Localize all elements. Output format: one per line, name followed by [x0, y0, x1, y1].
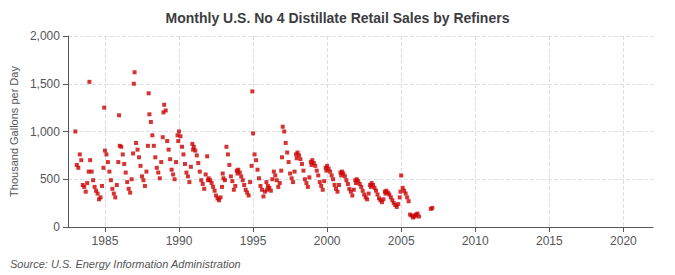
svg-text:0: 0	[53, 220, 60, 234]
svg-text:2020: 2020	[610, 234, 637, 248]
svg-text:2010: 2010	[462, 234, 489, 248]
svg-text:500: 500	[40, 172, 60, 186]
svg-text:Thousand Gallons per Day: Thousand Gallons per Day	[8, 66, 20, 197]
svg-text:2005: 2005	[388, 234, 415, 248]
svg-text:Monthly U.S. No 4 Distillate R: Monthly U.S. No 4 Distillate Retail Sale…	[166, 10, 510, 26]
svg-text:1985: 1985	[92, 234, 119, 248]
svg-text:1,000: 1,000	[30, 125, 60, 139]
svg-text:1990: 1990	[166, 234, 193, 248]
svg-text:2000: 2000	[314, 234, 341, 248]
svg-text:1995: 1995	[240, 234, 267, 248]
svg-text:1,500: 1,500	[30, 77, 60, 91]
svg-text:2015: 2015	[536, 234, 563, 248]
svg-text:Source: U.S. Energy Informatio: Source: U.S. Energy Information Administ…	[10, 258, 241, 270]
svg-text:2,000: 2,000	[30, 29, 60, 43]
